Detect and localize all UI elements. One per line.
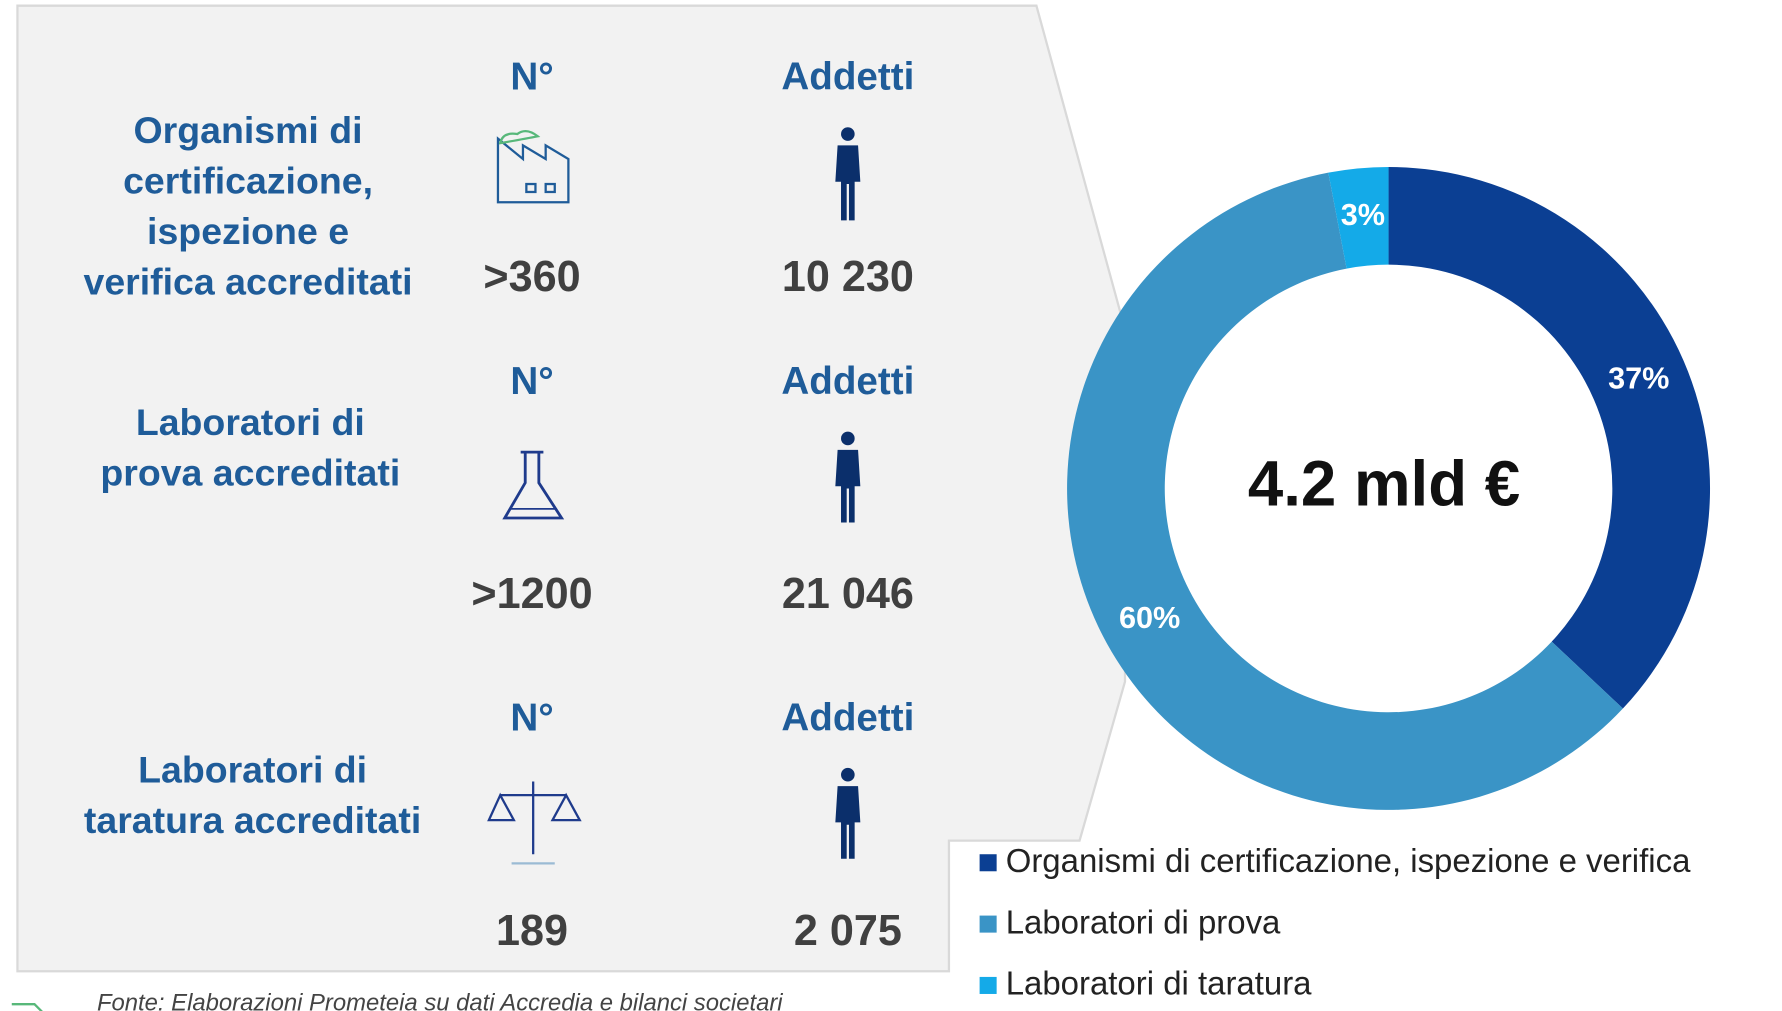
count-header: N° [510,360,553,403]
row-label: ispezione e [147,210,349,252]
row-label: Organismi di [134,109,363,151]
center-label: 4.2 mld € [1248,448,1520,519]
legend-label: Organismi di certificazione, ispezione e… [1006,842,1691,879]
slice-label: 37% [1608,361,1669,395]
count-header: N° [510,56,553,99]
row-label: Laboratori di [136,401,365,443]
source: Fonte: Elaborazioni Prometeia su dati Ac… [97,989,783,1011]
donut-slice [1328,166,1389,269]
count: 189 [496,907,568,955]
donut-slice [1388,166,1711,709]
count: >360 [483,253,580,301]
count: >1200 [471,570,592,618]
staff-header: Addetti [781,696,914,739]
staff: 21 046 [782,570,914,618]
legend-label: Laboratori di taratura [1006,965,1312,1002]
flask-icon [502,450,565,520]
legend-swatch [979,854,997,872]
factory-icon [496,130,570,204]
row-label: certificazione, [123,159,373,201]
count-header: N° [510,696,553,739]
row-label: prova accreditati [100,451,400,493]
legend-swatch [979,915,997,933]
staff-header: Addetti [781,360,914,403]
staff: 2 075 [794,907,902,955]
row-label: taratura accreditati [84,799,421,841]
legend-label: Laboratori di prova [1006,903,1281,940]
source-icon [11,1003,43,1011]
slice-label: 60% [1119,601,1180,635]
person-icons [835,127,861,859]
slice-label: 3% [1341,198,1385,232]
donut-slice [1067,172,1623,810]
legend-swatch [979,976,997,994]
scales-icon [487,781,582,865]
row-label: Laboratori di [138,748,367,790]
staff: 10 230 [782,253,914,301]
panel [16,4,1127,973]
staff-header: Addetti [781,56,914,99]
row-label: verifica accreditati [84,260,413,302]
